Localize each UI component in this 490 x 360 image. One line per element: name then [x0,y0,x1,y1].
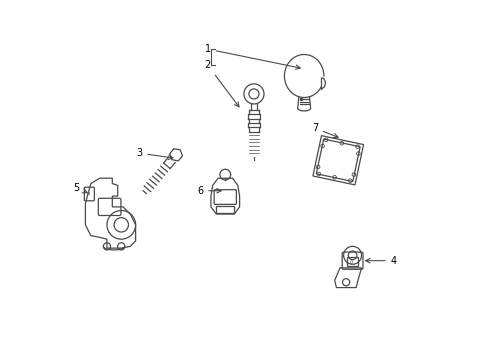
Text: 1: 1 [205,44,300,69]
Text: 6: 6 [197,186,221,196]
Bar [347,257,358,266]
Text: 3: 3 [136,148,173,159]
Bar [216,206,234,213]
Text: 2: 2 [205,60,239,107]
Text: 7: 7 [312,123,338,138]
Text: a: a [87,191,90,196]
Text: 4: 4 [366,256,397,266]
Text: 0: 0 [349,260,352,265]
Text: 5: 5 [74,183,87,193]
